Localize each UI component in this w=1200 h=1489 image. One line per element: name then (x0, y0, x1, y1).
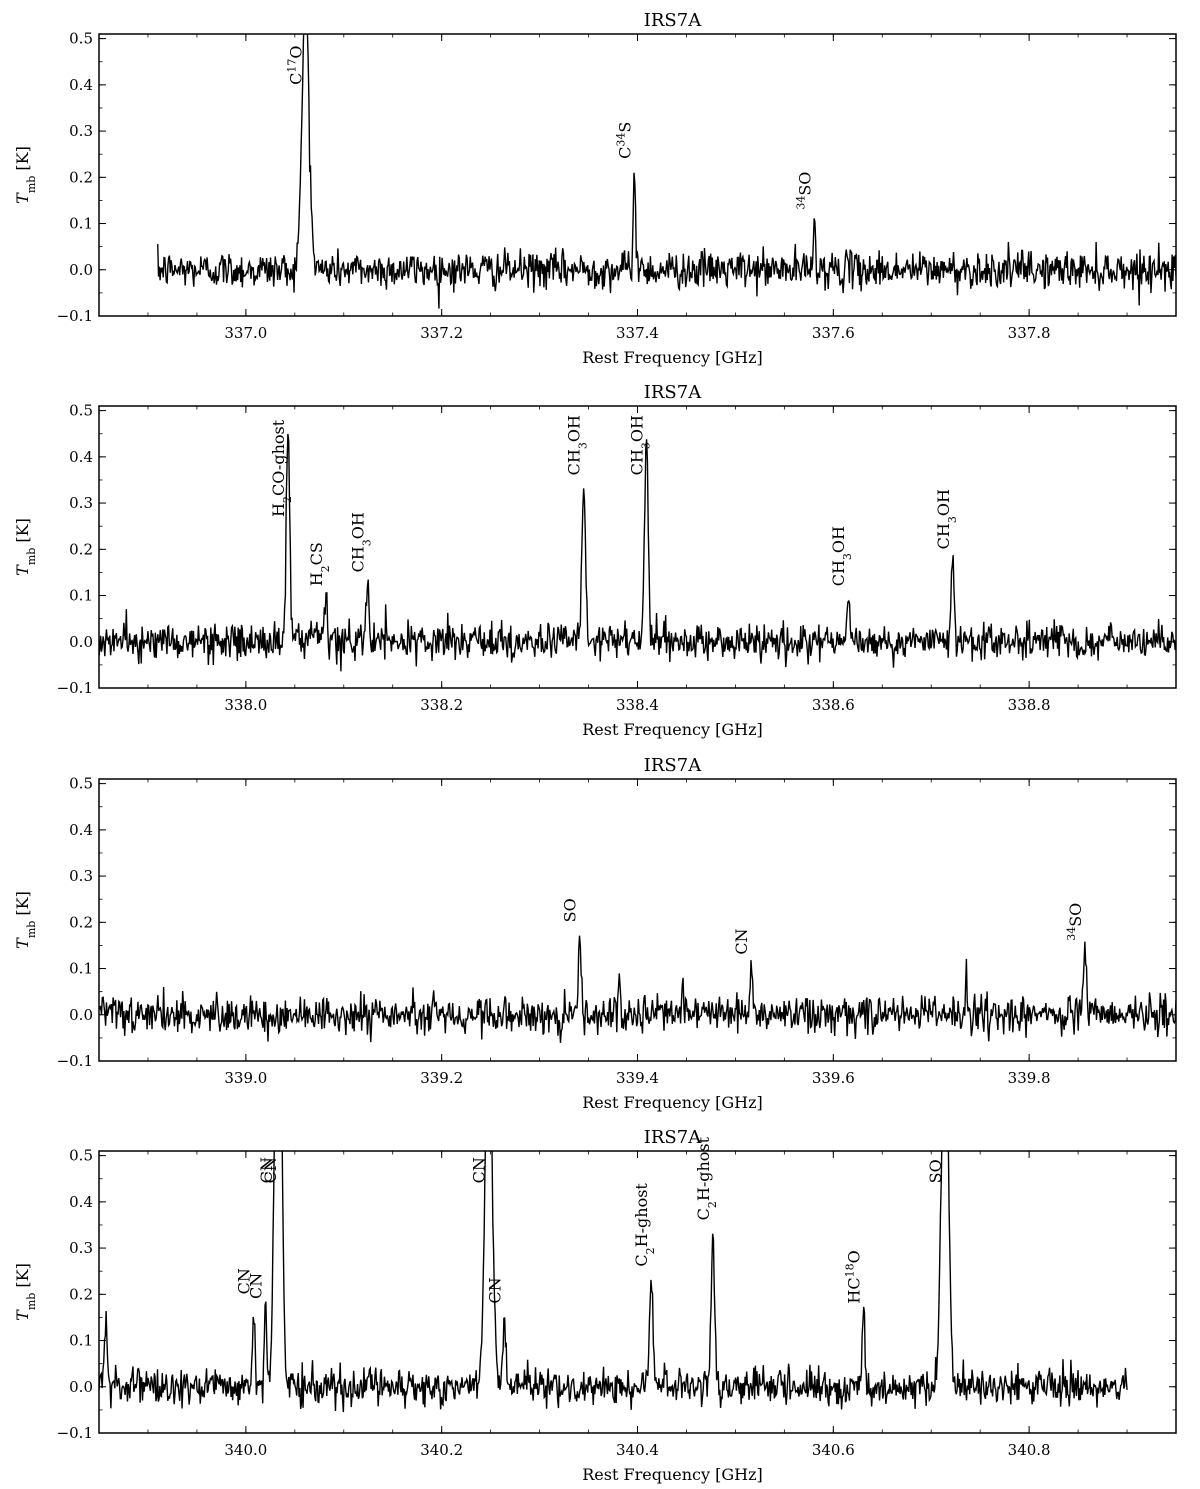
x-tick-label: 338.0 (224, 696, 267, 714)
y-tick-label: 0.1 (69, 587, 93, 605)
spectrum-panel-1: 337.0 337.2 337.4 337.6 337.8 −0.1 0.0 0.1 0.2 0.… (13, 10, 1177, 367)
line-label: C17O (285, 45, 306, 84)
y-tick-label: 0.2 (69, 168, 93, 186)
x-axis-label: Rest Frequency [GHz] (582, 1465, 763, 1484)
axes-frame (98, 33, 1177, 317)
y-axis-label: Tmb [K] (13, 518, 38, 576)
y-tick-label: 0.5 (69, 775, 93, 793)
spectrum-trace (157, 34, 1176, 309)
x-tick-label: 337.6 (812, 324, 855, 342)
x-tick-label: 339.0 (224, 1069, 267, 1087)
line-label: C2H-ghost (632, 1183, 657, 1267)
y-tick-label: 0.3 (69, 122, 93, 140)
x-axis-label: Rest Frequency [GHz] (582, 720, 763, 739)
x-axis-label: Rest Frequency [GHz] (582, 348, 763, 367)
line-label: H2CO-ghost (269, 419, 294, 517)
line-label: SO (926, 1159, 945, 1183)
x-tick-label: 340.0 (224, 1441, 267, 1459)
line-label: CH3OH (829, 526, 854, 586)
y-tick-label: −0.1 (57, 307, 93, 325)
y-tick-label: 0.5 (69, 1147, 93, 1165)
spectrum-trace (99, 1151, 1128, 1413)
line-label: SO (561, 898, 580, 922)
y-tick-label: 0.4 (69, 1193, 93, 1211)
x-tick-label: 339.2 (420, 1069, 463, 1087)
panel-title: IRS7A (644, 10, 702, 31)
line-label: CH3OH (565, 415, 590, 475)
line-label: C2H-ghost (694, 1136, 719, 1220)
line-label: CN (235, 1268, 254, 1294)
spectrum-panel-3: 339.0 339.2 339.4 339.6 339.8 −0.1 0.0 0.1 0.2 0.… (13, 755, 1177, 1112)
panel-title: IRS7A (644, 382, 702, 403)
x-tick-label: 339.6 (812, 1069, 855, 1087)
y-tick-label: 0.2 (69, 913, 93, 931)
y-axis-label: Tmb [K] (13, 146, 38, 204)
line-label: CN (257, 1157, 276, 1183)
x-tick-label: 338.2 (420, 696, 463, 714)
x-tick-label: 340.8 (1008, 1441, 1051, 1459)
y-tick-label: 0.3 (69, 1239, 93, 1257)
x-tick-label: 339.4 (616, 1069, 659, 1087)
spectrum-panel-4: 340.0 340.2 340.4 340.6 340.8 −0.1 0.0 0.1 0.2 0.… (13, 1127, 1177, 1484)
x-tick-label: 338.8 (1008, 696, 1051, 714)
line-label: CH3OH (934, 489, 959, 549)
panel-title: IRS7A (644, 1127, 702, 1148)
x-tick-label: 337.2 (420, 324, 463, 342)
y-tick-label: 0.3 (69, 494, 93, 512)
y-tick-label: 0.4 (69, 448, 93, 466)
y-tick-label: 0.1 (69, 1332, 93, 1350)
y-tick-label: 0.0 (69, 261, 93, 279)
x-tick-label: 340.6 (812, 1441, 855, 1459)
y-tick-label: 0.3 (69, 867, 93, 885)
y-tick-label: 0.4 (69, 821, 93, 839)
y-tick-label: 0.2 (69, 1285, 93, 1303)
y-tick-label: 0.2 (69, 540, 93, 558)
y-tick-label: 0.4 (69, 76, 93, 94)
line-label: C34S (614, 122, 635, 159)
line-label: CN (485, 1277, 504, 1303)
y-tick-label: −0.1 (57, 679, 93, 697)
y-tick-label: −0.1 (57, 1424, 93, 1442)
line-label: CN (246, 1273, 265, 1299)
y-tick-label: 0.0 (69, 633, 93, 651)
y-tick-label: 0.5 (69, 30, 93, 48)
y-axis-label: Tmb [K] (13, 1263, 38, 1321)
x-axis-label: Rest Frequency [GHz] (582, 1093, 763, 1112)
x-tick-label: 337.4 (616, 324, 659, 342)
y-axis-label: Tmb [K] (13, 891, 38, 949)
spectrum-trace (99, 433, 1176, 672)
x-tick-label: 338.6 (812, 696, 855, 714)
y-tick-label: −0.1 (57, 1052, 93, 1070)
spectrum-trace (99, 935, 1176, 1043)
line-label: CN (261, 1157, 280, 1183)
panel-title: IRS7A (644, 755, 702, 776)
line-label: 34SO (1064, 903, 1085, 941)
x-tick-label: 340.2 (420, 1441, 463, 1459)
x-tick-label: 337.0 (224, 324, 267, 342)
line-label: 34SO (794, 172, 815, 210)
line-label: CH3OH (627, 415, 652, 475)
x-tick-label: 339.8 (1008, 1069, 1051, 1087)
line-label: HC18O (843, 1250, 864, 1303)
y-tick-label: 0.0 (69, 1006, 93, 1024)
y-tick-label: 0.0 (69, 1378, 93, 1396)
y-tick-label: 0.1 (69, 215, 93, 233)
x-tick-label: 340.4 (616, 1441, 659, 1459)
line-label: CN (470, 1157, 489, 1183)
line-label: CN (732, 928, 751, 954)
x-tick-label: 338.4 (616, 696, 659, 714)
y-tick-label: 0.5 (69, 402, 93, 420)
line-label: CH3OH (348, 512, 373, 572)
x-tick-label: 337.8 (1008, 324, 1051, 342)
line-label: H2CS (307, 542, 332, 586)
y-tick-label: 0.1 (69, 960, 93, 978)
spectrum-panel-2: 338.0 338.2 338.4 338.6 338.8 −0.1 0.0 0.1 0.2 0.… (13, 382, 1177, 739)
